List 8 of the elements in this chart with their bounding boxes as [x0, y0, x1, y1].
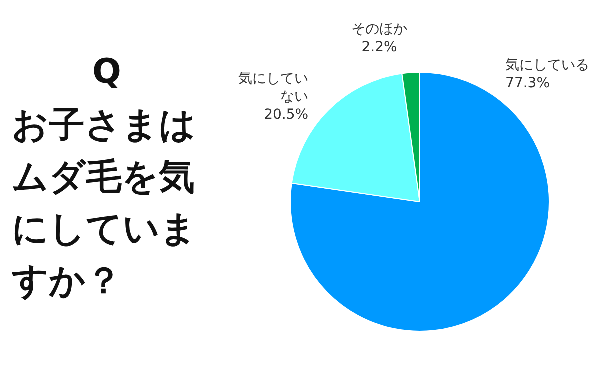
slice-label: 気にしていない	[238, 70, 309, 105]
data-label: 20.5%	[264, 106, 309, 123]
text: お子さまはムダ毛を気にしていますか？	[12, 104, 198, 304]
data-label: 77.3%	[506, 76, 550, 92]
data-label: 2.2%	[362, 40, 398, 56]
slice-label: そのほか	[352, 22, 408, 38]
slice-label: 気にしている	[506, 58, 590, 74]
text: Q	[92, 52, 122, 92]
